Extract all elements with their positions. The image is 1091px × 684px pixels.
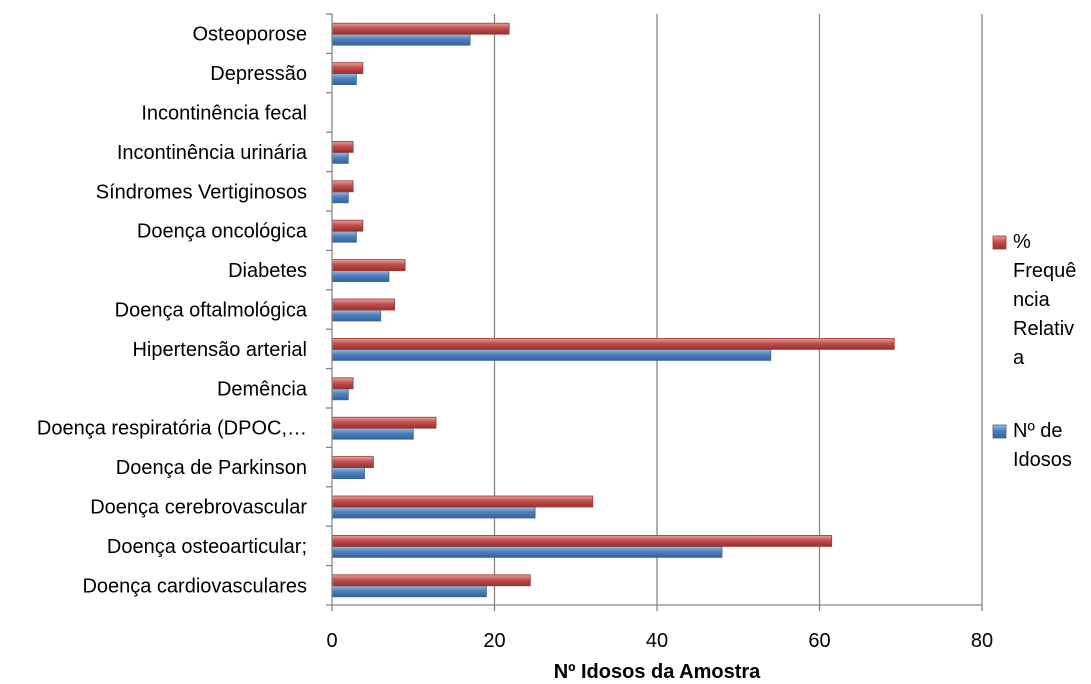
x-tick-label: 60 <box>808 630 830 652</box>
bar-idosos-13 <box>331 73 357 85</box>
x-tick-label: 40 <box>646 630 668 652</box>
bar-freq-0 <box>331 574 531 587</box>
x-tick-label: 20 <box>483 630 505 652</box>
x-tick-label: 0 <box>326 630 337 652</box>
category-label: Síndromes Vertiginosos <box>96 181 307 203</box>
legend-label: Relativ <box>1013 318 1074 340</box>
bar-freq-4 <box>331 416 437 429</box>
bar-freq-13 <box>331 62 364 74</box>
category-label: Doença oncológica <box>137 221 308 243</box>
bar-idosos-10 <box>331 191 349 204</box>
bar-freq-11 <box>331 140 354 153</box>
bar-idosos-11 <box>331 151 349 164</box>
category-label: Doença de Parkinson <box>116 457 307 479</box>
bar-idosos-5 <box>331 388 349 401</box>
category-label: Doença osteoarticular; <box>107 536 307 558</box>
category-label: Demência <box>217 378 308 400</box>
bar-freq-3 <box>331 456 374 469</box>
bar-idosos-2 <box>331 506 536 519</box>
bar-freq-9 <box>331 219 364 232</box>
category-label: Diabetes <box>228 260 307 282</box>
category-label: Doença cerebrovascular <box>90 497 307 519</box>
category-label: Incontinência fecal <box>141 103 307 125</box>
x-tick-labels: 0 20 40 60 80 <box>326 630 993 652</box>
bar-freq-1 <box>331 535 833 547</box>
bars <box>331 22 895 598</box>
legend-swatch <box>992 424 1007 439</box>
legend-label: Frequê <box>1013 260 1076 282</box>
legend: % Frequê ncia Relativ a Nº de Idosos <box>992 231 1076 471</box>
grid-lines <box>493 14 983 605</box>
bar-idosos-3 <box>331 467 365 480</box>
legend-label: Nº de <box>1013 420 1063 442</box>
category-labels: Doença cardiovasculares Doença osteoartic… <box>37 24 308 598</box>
category-label: Osteoporose <box>192 24 307 46</box>
legend-label: a <box>1013 347 1025 369</box>
legend-label: Idosos <box>1013 449 1072 471</box>
bar-freq-14 <box>331 22 510 35</box>
bar-idosos-6 <box>331 348 772 361</box>
category-label: Hipertensão arterial <box>132 339 307 361</box>
x-tick-label: 80 <box>971 630 993 652</box>
bar-idosos-8 <box>331 270 390 283</box>
legend-swatch <box>992 235 1007 250</box>
category-label: Doença oftalmológica <box>115 300 308 322</box>
bar-freq-10 <box>331 180 354 193</box>
bar-idosos-1 <box>331 546 723 558</box>
bar-freq-5 <box>331 377 354 390</box>
category-label: Depressão <box>210 63 307 85</box>
x-axis-title: Nº Idosos da Amostra <box>554 661 761 683</box>
category-label: Doença respiratória (DPOC,… <box>37 418 307 440</box>
bar-freq-2 <box>331 495 594 508</box>
bar-freq-8 <box>331 259 406 272</box>
bar-freq-6 <box>331 337 895 350</box>
axes <box>326 13 983 611</box>
category-label: Doença cardiovasculares <box>82 575 307 597</box>
bar-freq-7 <box>331 298 395 311</box>
bar-idosos-4 <box>331 427 414 440</box>
bar-idosos-0 <box>331 585 487 598</box>
bar-idosos-14 <box>331 33 471 46</box>
legend-label: % <box>1013 231 1031 253</box>
legend-label: ncia <box>1013 289 1051 311</box>
category-label: Incontinência urinária <box>117 142 308 164</box>
bar-idosos-9 <box>331 230 357 243</box>
bar-idosos-7 <box>331 309 382 322</box>
